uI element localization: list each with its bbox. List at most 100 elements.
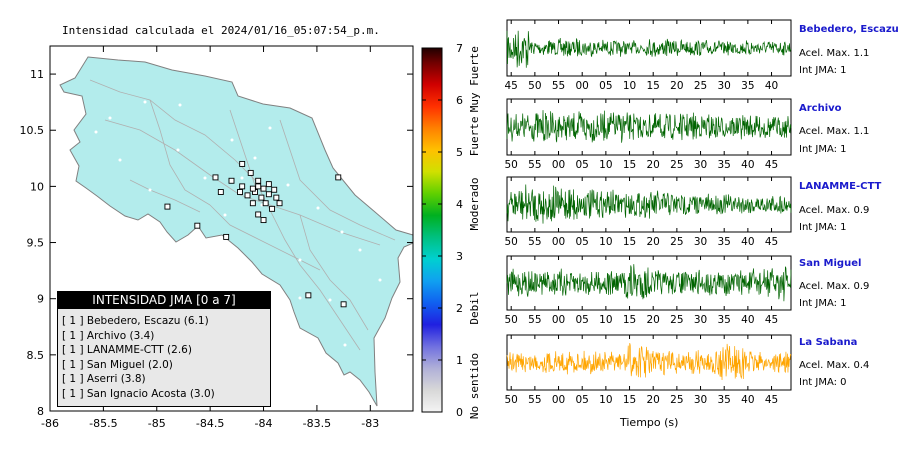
station-name: LANAMME-CTT xyxy=(799,181,881,192)
station-acel: Acel. Max. 1.1 xyxy=(799,48,869,59)
station-marker xyxy=(240,161,245,166)
legend-list: [ 1 ] Bebedero, Escazu (6.1) [ 1 ] Archi… xyxy=(58,309,270,401)
y-tick-label: 8.5 xyxy=(27,349,45,362)
town-marker xyxy=(254,157,257,160)
legend-item: [ 1 ] LANAMME-CTT (2.6) xyxy=(62,343,270,358)
time-tick-label: 00 xyxy=(552,314,565,326)
time-tick-label: 55 xyxy=(528,314,541,326)
time-tick-label: 20 xyxy=(647,394,660,406)
time-tick-label: 00 xyxy=(552,236,565,248)
time-tick-label: 50 xyxy=(505,314,518,326)
time-tick-label: 10 xyxy=(599,159,612,171)
colorbar-tick-label: 7 xyxy=(456,42,463,55)
time-tick-label: 20 xyxy=(670,80,683,92)
station-marker xyxy=(261,218,266,223)
town-marker xyxy=(379,279,382,282)
time-tick-label: 30 xyxy=(694,314,707,326)
time-tick-label: 15 xyxy=(623,314,636,326)
intensity-colorbar: 0 1 2 3 4 5 6 7 No sentido Debil Moderado Fuerte Muy… xyxy=(412,40,484,420)
colorbar-tick-label: 6 xyxy=(456,94,463,107)
station-marker xyxy=(270,206,275,211)
legend-item: [ 1 ] San Ignacio Acosta (3.0) xyxy=(62,387,270,402)
time-tick-label: 05 xyxy=(599,80,612,92)
station-int: Int JMA: 0 xyxy=(799,377,847,388)
y-tick-label: 9 xyxy=(37,293,44,306)
time-tick-label: 20 xyxy=(647,159,660,171)
town-marker xyxy=(204,177,207,180)
legend-item: [ 1 ] Archivo (3.4) xyxy=(62,329,270,344)
time-tick-label: 40 xyxy=(741,236,754,248)
station-acel: Acel. Max. 0.9 xyxy=(799,281,869,292)
time-tick-label: 30 xyxy=(694,394,707,406)
time-tick-label: 05 xyxy=(576,394,589,406)
station-marker xyxy=(240,184,245,189)
station-marker xyxy=(218,190,223,195)
time-tick-label: 25 xyxy=(670,394,683,406)
colorbar-gradient xyxy=(422,48,442,412)
colorbar-category-label: Debil xyxy=(468,291,481,324)
town-marker xyxy=(119,159,122,162)
station-name: Bebedero, Escazu xyxy=(799,24,899,35)
station-int: Int JMA: 1 xyxy=(799,144,847,155)
station-marker xyxy=(250,201,255,206)
station-marker xyxy=(261,186,266,191)
time-tick-label: 25 xyxy=(670,314,683,326)
town-marker xyxy=(287,184,290,187)
station-marker xyxy=(245,193,250,198)
time-tick-label: 05 xyxy=(576,159,589,171)
station-marker xyxy=(229,178,234,183)
station-name: La Sabana xyxy=(799,337,857,348)
seismogram-panel: 45 50 55 00 05 10 15 20 25 30 35 40 50 55 00 05 10 15 20 25… xyxy=(495,0,795,420)
time-tick-label: 30 xyxy=(694,159,707,171)
time-tick-label: 45 xyxy=(765,236,778,248)
station-marker xyxy=(165,204,170,209)
legend-item: [ 1 ] Aserri (3.8) xyxy=(62,372,270,387)
station-acel: Acel. Max. 1.1 xyxy=(799,126,869,137)
time-tick-label: 00 xyxy=(576,80,589,92)
town-marker xyxy=(299,297,302,300)
time-tick-label: 55 xyxy=(528,394,541,406)
y-tick-label: 9.5 xyxy=(27,237,45,250)
town-marker xyxy=(231,139,234,142)
x-tick-label: -83 xyxy=(361,417,379,430)
time-tick-label: 25 xyxy=(670,236,683,248)
station-marker xyxy=(336,175,341,180)
time-tick-label: 20 xyxy=(647,314,660,326)
colorbar-category-label: Fuerte xyxy=(468,117,481,157)
time-tick-label: 40 xyxy=(741,394,754,406)
station-marker xyxy=(256,212,261,217)
time-tick-label: 10 xyxy=(599,394,612,406)
town-marker xyxy=(344,344,347,347)
station-marker xyxy=(256,178,261,183)
legend-item: [ 1 ] San Miguel (2.0) xyxy=(62,358,270,373)
intensity-legend: INTENSIDAD JMA [0 a 7] [ 1 ] Bebedero, E… xyxy=(57,291,271,407)
time-tick-label: 50 xyxy=(528,80,541,92)
x-tick-label: -85.5 xyxy=(89,417,117,430)
town-marker xyxy=(269,127,272,130)
time-tick-label: 10 xyxy=(599,314,612,326)
station-marker xyxy=(224,234,229,239)
y-tick-label: 11 xyxy=(30,68,44,81)
town-marker xyxy=(204,249,207,252)
station-int: Int JMA: 1 xyxy=(799,65,847,76)
time-tick-label: 35 xyxy=(718,314,731,326)
time-tick-label: 00 xyxy=(552,159,565,171)
town-marker xyxy=(109,117,112,120)
time-tick-label: 00 xyxy=(552,394,565,406)
station-marker xyxy=(306,293,311,298)
time-tick-label: 50 xyxy=(505,159,518,171)
time-tick-label: 15 xyxy=(623,159,636,171)
town-marker xyxy=(149,189,152,192)
town-marker xyxy=(329,299,332,302)
time-tick-label: 35 xyxy=(741,80,754,92)
x-tick-label: -84.5 xyxy=(196,417,224,430)
station-acel: Acel. Max. 0.9 xyxy=(799,205,869,216)
time-tick-label: 45 xyxy=(765,394,778,406)
station-marker xyxy=(266,192,271,197)
time-tick-label: 40 xyxy=(765,80,778,92)
time-tick-label: 35 xyxy=(718,236,731,248)
time-tick-label: 10 xyxy=(599,236,612,248)
town-marker xyxy=(299,259,302,262)
station-marker xyxy=(272,187,277,192)
time-tick-label: 20 xyxy=(647,236,660,248)
